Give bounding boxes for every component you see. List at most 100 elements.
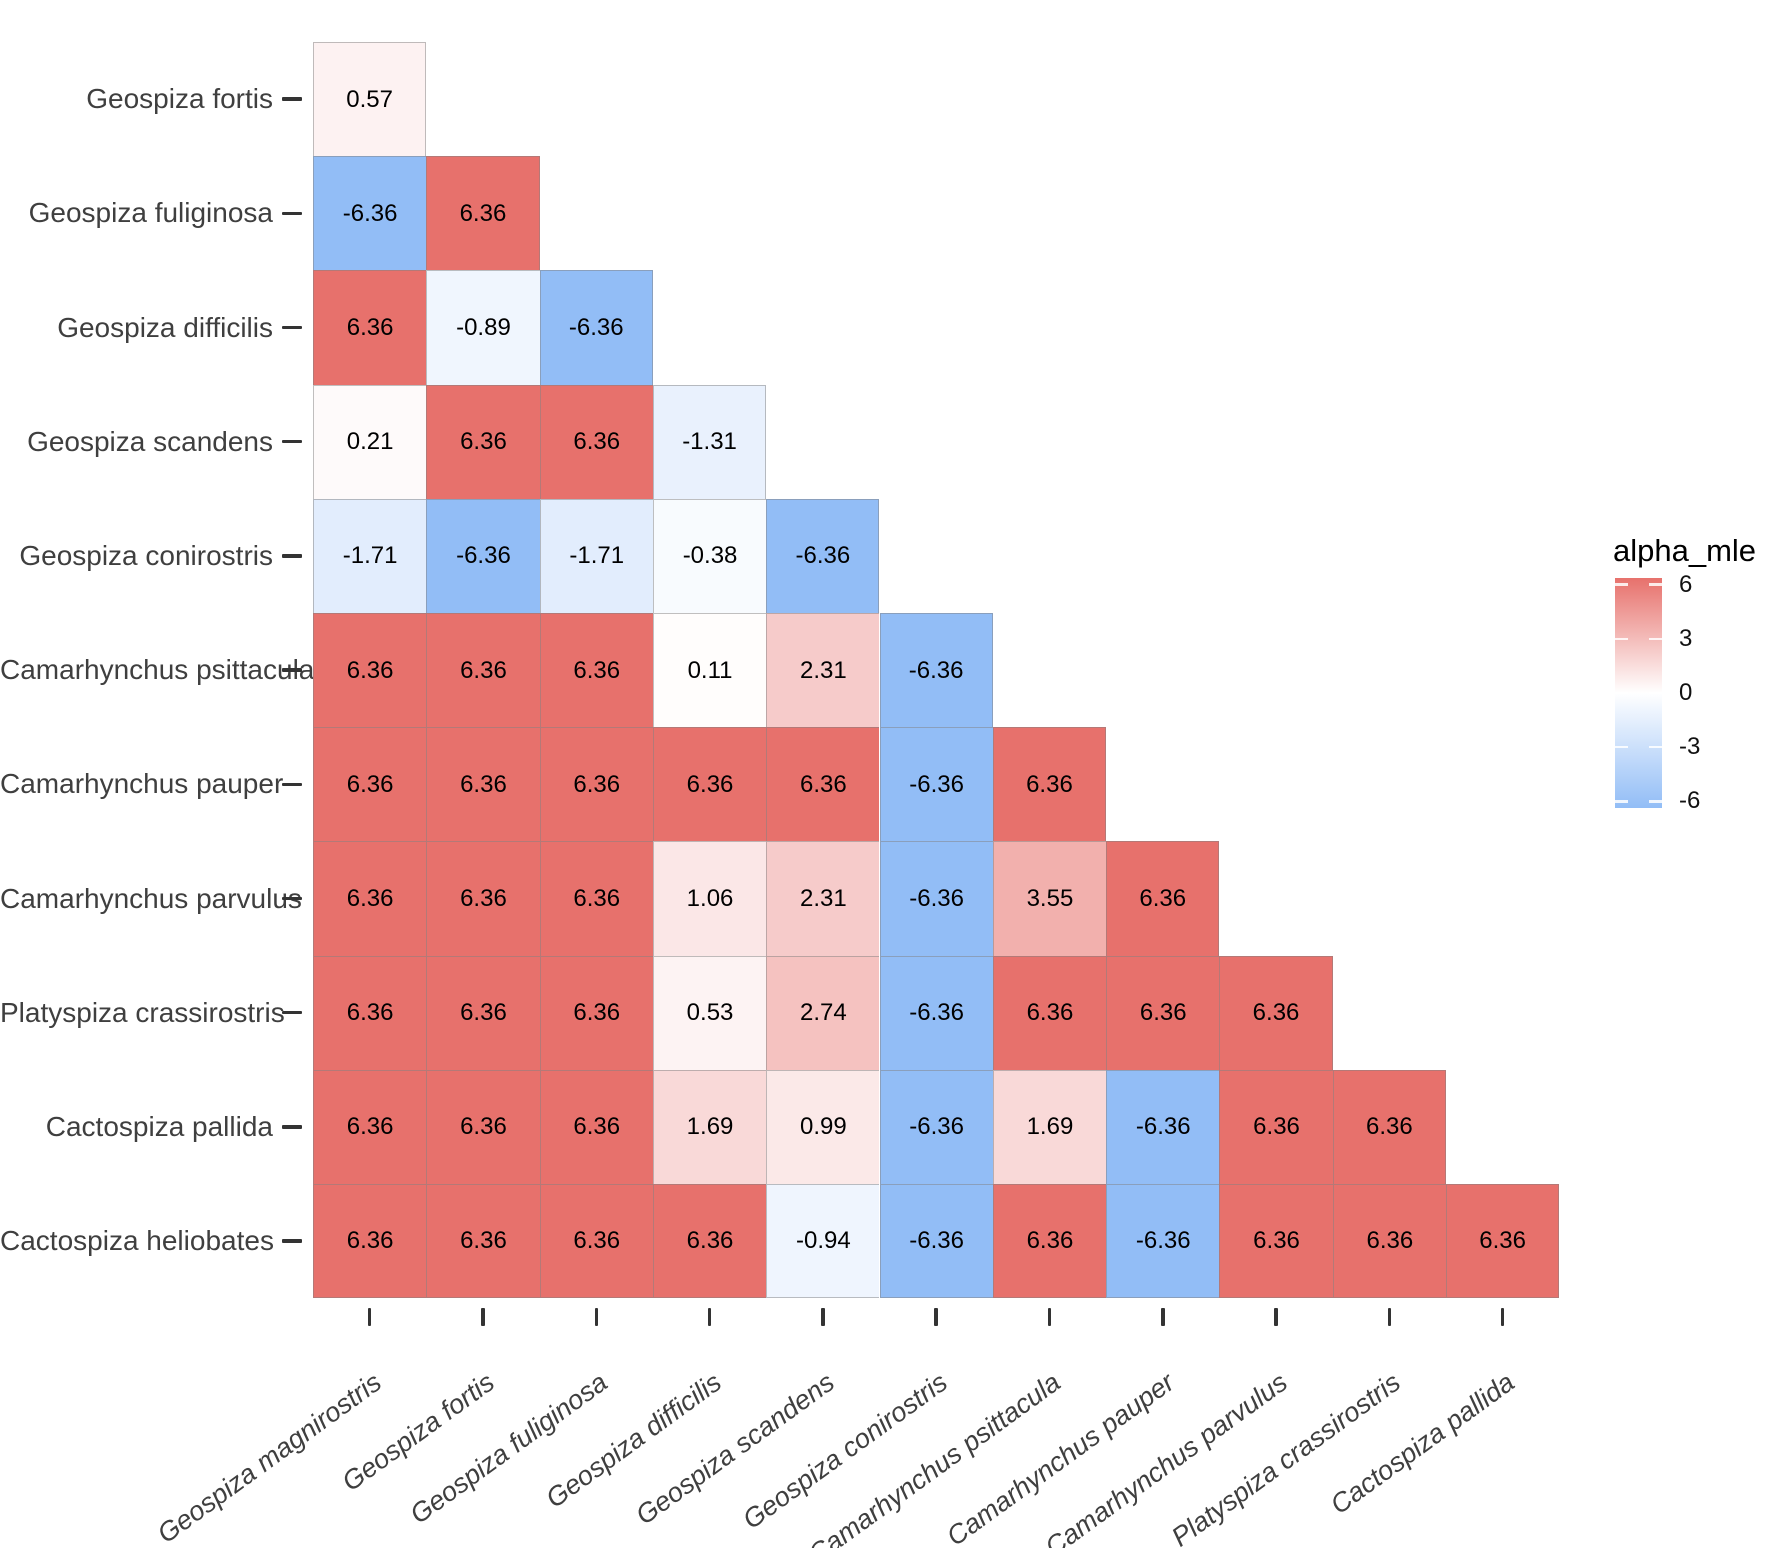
x-axis-tick-mark (594, 1308, 598, 1326)
heatmap-cell: -6.36 (1106, 1069, 1220, 1184)
cell-value: 0.11 (687, 656, 733, 684)
heatmap-cell: -6.36 (879, 613, 993, 728)
heatmap-cell: 6.36 (313, 727, 427, 842)
x-axis-tick-mark (1387, 1308, 1392, 1326)
heatmap-cell: 6.36 (426, 1184, 540, 1299)
cell-value: 6.36 (573, 770, 621, 798)
x-axis-tick-mark (707, 1308, 712, 1326)
legend-title: alpha_mle (1613, 533, 1757, 568)
cell-value: 6.36 (346, 999, 394, 1027)
heatmap-cell: -0.89 (426, 270, 540, 385)
x-axis-tick-mark (1047, 1308, 1052, 1326)
cell-value: 6.36 (1252, 999, 1300, 1027)
cell-value: 6.36 (460, 770, 507, 798)
x-axis-tick-mark (821, 1308, 825, 1326)
heatmap-cell: 6.36 (652, 1184, 767, 1299)
cell-value: 6.36 (573, 428, 621, 456)
heatmap-cell: 2.31 (766, 841, 880, 956)
heatmap-cell: 6.36 (426, 1069, 540, 1184)
heatmap-cell: -6.36 (426, 498, 540, 613)
legend-bar-tick-mark (1615, 583, 1628, 586)
heatmap-cell: -0.38 (652, 498, 767, 613)
cell-value: -6.36 (1135, 1113, 1191, 1141)
legend-bar-tick-mark (1615, 745, 1628, 749)
cell-value: 6.36 (346, 1227, 394, 1255)
heatmap-cell: 6.36 (539, 1069, 653, 1184)
heatmap-cell: 6.36 (539, 1184, 653, 1299)
cell-value: 6.36 (573, 656, 621, 684)
cell-value: 6.36 (1253, 1113, 1300, 1141)
heatmap-cell: -0.94 (766, 1184, 880, 1299)
cell-value: 6.36 (573, 1113, 621, 1141)
legend-bar-tick-mark (1615, 637, 1628, 640)
y-axis-label: Geospiza fortis (86, 83, 273, 115)
x-axis-tick-mark (1274, 1308, 1278, 1326)
x-axis-tick-mark (934, 1308, 938, 1326)
legend-bar-tick-mark (1649, 800, 1662, 803)
heatmap-cell: 6.36 (313, 270, 427, 385)
heatmap-cell: 2.74 (766, 955, 880, 1070)
heatmap-cell: -6.36 (879, 1184, 993, 1299)
cell-value: 1.69 (1026, 1113, 1074, 1141)
heatmap-cell: 0.57 (313, 42, 427, 157)
cell-value: 6.36 (460, 884, 507, 912)
cell-value: 0.53 (686, 999, 734, 1027)
cell-value: 6.36 (459, 199, 507, 227)
cell-value: 6.36 (1139, 884, 1187, 912)
y-axis-tick-mark (282, 1010, 302, 1015)
heatmap-cell: -6.36 (313, 156, 427, 271)
y-axis-tick-mark (282, 668, 302, 672)
legend-gradient-bar (1615, 578, 1662, 808)
heatmap-cell: 6.36 (313, 955, 427, 1070)
cell-value: 6.36 (1253, 1227, 1300, 1255)
x-axis-label: Geospiza magnirostris (151, 1366, 387, 1548)
cell-value: 2.31 (799, 656, 847, 684)
legend-bar-tick-mark (1649, 691, 1662, 695)
cell-value: 6.36 (460, 656, 507, 684)
cell-value: 6.36 (1365, 1113, 1413, 1141)
cell-value: -6.36 (342, 199, 398, 227)
heatmap-cell: 1.69 (992, 1069, 1107, 1184)
y-axis-tick-mark (282, 782, 302, 787)
cell-value: 0.21 (346, 428, 394, 456)
heatmap-cell: 6.36 (539, 613, 653, 728)
y-axis-label: Camarhynchus parvulus (0, 882, 302, 914)
legend-tick-label: 0 (1679, 679, 1693, 706)
y-axis-label: Platyspiza crassirostris (0, 996, 285, 1028)
cell-value: -6.36 (909, 1113, 964, 1141)
heatmap-cell: 6.36 (426, 955, 540, 1070)
cell-value: 6.36 (460, 428, 507, 456)
y-axis-label: Geospiza conirostris (19, 539, 273, 571)
cell-value: -6.36 (568, 313, 624, 341)
y-axis-label: Camarhynchus pauper (0, 768, 284, 800)
cell-value: 6.36 (1479, 1227, 1526, 1255)
cell-value: 6.36 (460, 999, 507, 1027)
legend-tick-label: -3 (1679, 733, 1701, 761)
cell-value: -6.36 (456, 542, 511, 570)
y-axis-label: Cactospiza heliobates (0, 1225, 274, 1257)
legend-bar-tick-mark (1615, 800, 1628, 803)
x-axis-tick-mark (367, 1308, 372, 1326)
y-axis-tick-mark (282, 439, 302, 444)
cell-value: -1.71 (342, 542, 398, 570)
cell-value: 6.36 (1366, 1227, 1414, 1255)
cell-value: -6.36 (909, 1227, 964, 1255)
legend-bar-tick-mark (1649, 583, 1662, 586)
legend-tick-label: 6 (1679, 570, 1693, 598)
cell-value: 2.74 (799, 999, 847, 1027)
heatmap-cell: 0.99 (766, 1069, 880, 1184)
x-axis-tick-mark (1500, 1308, 1505, 1326)
heatmap-cell: 6.36 (313, 1184, 427, 1299)
y-axis-label: Geospiza scandens (27, 425, 273, 457)
legend-tick-label: 3 (1679, 624, 1693, 652)
legend-bar-tick-mark (1649, 745, 1662, 749)
heatmap-cell: -6.36 (766, 498, 880, 613)
heatmap-cell: 0.11 (652, 613, 767, 728)
heatmap-cell: -1.71 (313, 498, 427, 613)
heatmap-cell: 6.36 (1219, 955, 1333, 1070)
cell-value: 6.36 (573, 884, 621, 912)
heatmap-cell: 6.36 (426, 841, 540, 956)
heatmap-cell: 2.31 (766, 613, 880, 728)
heatmap-cell: 6.36 (1446, 1184, 1560, 1299)
heatmap-cell: 0.21 (313, 384, 427, 499)
